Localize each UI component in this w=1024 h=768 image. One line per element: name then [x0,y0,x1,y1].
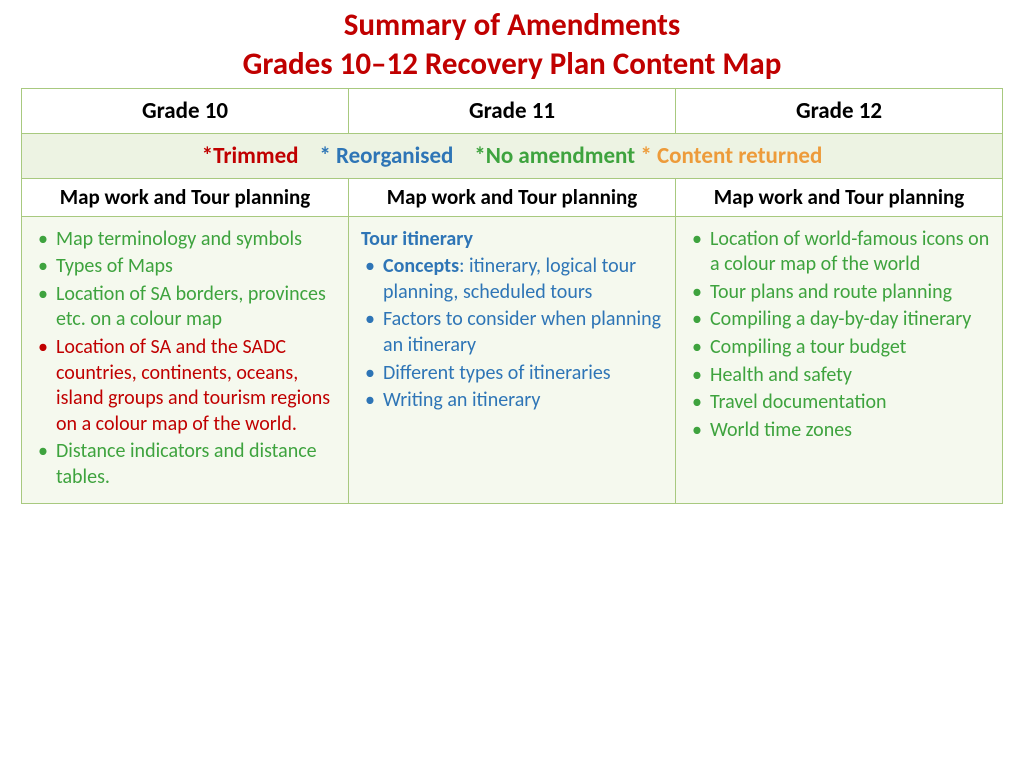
g12-item: World time zones [682,418,994,444]
title-line-2: Grades 10–12 Recovery Plan Content Map [243,45,782,83]
g11-item: Factors to consider when planning an iti… [355,307,667,358]
subheader-g11: Map work and Tour planning [349,178,676,216]
legend-star-trimmed: * [202,142,213,170]
g12-item: Compiling a tour budget [682,335,994,361]
content-g11: Tour itinerary Concepts: itinerary, logi… [349,216,676,503]
g12-item: Tour plans and route planning [682,280,994,306]
g10-item: Location of SA borders, provinces etc. o… [28,282,340,333]
legend-row: *Trimmed * Reorganised *No amendment * C… [22,133,1003,178]
g10-list: Map terminology and symbolsTypes of Maps… [28,227,340,491]
subheader-g10: Map work and Tour planning [22,178,349,216]
subheader-g12: Map work and Tour planning [676,178,1003,216]
header-g10: Grade 10 [22,88,349,133]
header-g12: Grade 12 [676,88,1003,133]
g10-item: Distance indicators and distance tables. [28,439,340,490]
legend-cell: *Trimmed * Reorganised *No amendment * C… [22,133,1003,178]
g12-item: Location of world-famous icons on a colo… [682,227,994,278]
legend-reorg: Reorganised [336,142,453,170]
g10-item: Location of SA and the SADC countries, c… [28,335,340,437]
legend-star-reorg: * [319,142,330,170]
g10-item: Map terminology and symbols [28,227,340,253]
g11-item: Different types of itineraries [355,361,667,387]
title-line-1: Summary of Amendments [344,6,681,44]
legend-trimmed: Trimmed [213,142,298,170]
g11-list: Concepts: itinerary, logical tour planni… [355,254,667,414]
header-g11: Grade 11 [349,88,676,133]
g12-item: Travel documentation [682,390,994,416]
g11-lead: Tour itinerary [355,227,667,253]
g12-item: Compiling a day-by-day itinerary [682,307,994,333]
g12-list: Location of world-famous icons on a colo… [682,227,994,444]
legend-returned: Content returned [657,142,822,170]
subheader-row: Map work and Tour planning Map work and … [22,178,1003,216]
g11-item: Writing an itinerary [355,388,667,414]
content-g12: Location of world-famous icons on a colo… [676,216,1003,503]
legend-star-noamend: * [474,142,485,170]
slide-title: Summary of Amendments Grades 10–12 Recov… [0,0,1024,88]
legend-star-returned: * [640,142,651,170]
grade-header-row: Grade 10 Grade 11 Grade 12 [22,88,1003,133]
content-map-table: Grade 10 Grade 11 Grade 12 *Trimmed * Re… [21,88,1003,504]
content-g10: Map terminology and symbolsTypes of Maps… [22,216,349,503]
content-row: Map terminology and symbolsTypes of Maps… [22,216,1003,503]
g11-item: Concepts: itinerary, logical tour planni… [355,254,667,305]
g12-item: Health and safety [682,363,994,389]
g10-item: Types of Maps [28,254,340,280]
legend-noamend: No amendment [486,142,635,170]
